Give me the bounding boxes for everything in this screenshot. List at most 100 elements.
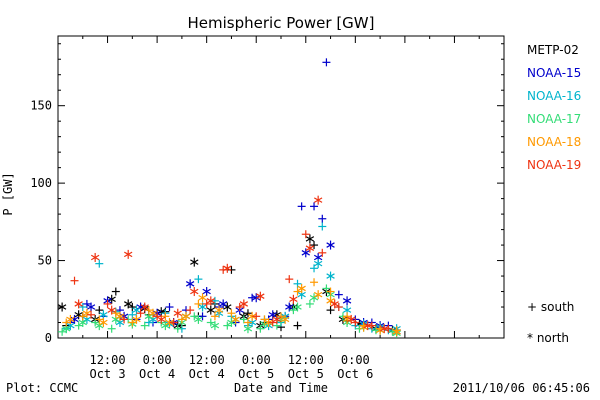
legend-entry-noaa-18: NOAA-18 [527,135,581,149]
y-tick-label-150: 150 [30,99,52,113]
y-axis: 0 50 100 150 [30,43,504,345]
point-south-noaa-18 [310,278,319,287]
point-north-noaa-15 [285,302,294,312]
point-north-noaa-18 [313,290,323,300]
point-north-noaa-18 [198,293,207,303]
point-south-noaa-18 [128,318,137,327]
x-tick-day-3: Oct 5 [238,367,274,381]
legend-north-symbol: * north [527,331,569,345]
point-north-noaa-15 [202,287,211,297]
point-south-noaa-17 [91,318,100,327]
point-north-noaa-17 [293,302,302,312]
point-north-metp-02 [206,305,215,315]
y-tick-label-100: 100 [30,176,52,190]
point-north-noaa-15 [342,296,352,306]
point-south-noaa-19 [351,318,360,327]
point-south-noaa-18 [227,309,236,318]
point-south-noaa-16 [194,275,203,284]
y-tick-label-50: 50 [38,254,52,268]
point-south-noaa-19 [235,303,244,312]
point-north-noaa-19 [272,314,282,324]
legend-entry-noaa-15: NOAA-15 [527,66,581,80]
point-south-noaa-19 [202,299,211,308]
point-south-noaa-16 [95,259,104,268]
point-south-noaa-18 [260,315,269,324]
point-south-noaa-19 [136,309,145,318]
point-south-noaa-19 [334,303,343,312]
point-north-noaa-15 [301,248,310,258]
point-south-noaa-18 [62,318,71,327]
footer-timestamp: 2011/10/06 06:45:06 [453,381,590,395]
point-north-noaa-16 [313,259,323,269]
point-south-metp-02 [95,306,104,315]
point-south-metp-02 [227,265,236,274]
y-tick-label-0: 0 [45,331,52,345]
point-south-noaa-17 [388,327,397,336]
point-north-noaa-17 [210,321,220,331]
point-south-metp-02 [128,303,137,312]
x-tick-label-3: 0:00 [242,353,271,367]
point-north-noaa-19 [107,305,116,315]
x-tick-label-2: 12:00 [189,353,225,367]
footer-left: Plot: CCMC [6,381,78,395]
legend-entry-noaa-19: NOAA-19 [527,158,581,172]
point-north-noaa-19 [305,243,315,253]
point-south-noaa-16 [310,264,319,273]
point-south-noaa-19 [384,324,393,333]
point-south-noaa-19 [87,310,96,319]
point-north-noaa-19 [206,296,215,306]
point-north-noaa-19 [239,299,249,309]
point-south-noaa-15 [165,303,174,312]
point-south-noaa-17 [355,324,364,333]
x-tick-day-5: Oct 6 [337,367,373,381]
point-south-noaa-19 [103,299,112,308]
point-south-noaa-17 [256,324,265,333]
point-north-noaa-19 [140,302,149,312]
point-north-noaa-19 [223,263,232,273]
point-south-noaa-15 [198,312,207,321]
x-tick-day-2: Oct 4 [189,367,225,381]
point-south-noaa-16 [210,296,219,305]
point-north-noaa-15 [86,302,96,312]
point-south-noaa-15 [297,202,306,211]
point-south-noaa-19 [120,315,129,324]
point-north-noaa-17 [161,321,170,331]
legend-entry-noaa-17: NOAA-17 [527,112,581,126]
point-north-noaa-19 [124,249,133,259]
point-north-noaa-18 [247,311,257,321]
point-south-metp-02 [243,309,252,318]
point-south-noaa-18 [177,315,186,324]
point-south-noaa-18 [277,312,285,321]
point-north-noaa-15 [218,299,228,309]
point-north-metp-02 [223,302,232,312]
point-north-noaa-17 [309,293,319,303]
point-south-noaa-18 [78,312,87,321]
point-south-noaa-16 [128,310,137,319]
point-south-metp-02 [310,241,319,250]
point-south-noaa-17 [206,318,215,327]
point-north-metp-02 [305,234,315,244]
point-north-noaa-18 [132,314,141,324]
point-north-noaa-18 [165,318,174,328]
point-south-noaa-18 [194,299,203,308]
x-tick-label-1: 0:00 [143,353,172,367]
point-north-noaa-19 [380,324,389,334]
point-north-noaa-18 [297,283,306,293]
point-north-metp-02 [57,302,67,312]
point-south-series-6 [322,58,331,67]
point-north-noaa-18 [392,327,401,337]
point-north-noaa-16 [99,310,108,320]
point-south-noaa-19 [301,230,310,239]
point-south-noaa-19 [318,248,327,257]
point-south-noaa-17 [173,324,182,333]
point-south-noaa-15 [318,214,327,223]
point-south-noaa-18 [161,312,170,321]
x-tick-day-1: Oct 4 [139,367,175,381]
point-south-metp-02 [293,321,302,330]
point-south-noaa-18 [210,312,219,321]
point-south-noaa-18 [243,318,252,327]
point-north-noaa-16 [132,305,141,315]
point-north-noaa-18 [326,296,335,306]
point-south-noaa-19 [219,265,228,274]
point-north-noaa-16 [326,271,335,281]
